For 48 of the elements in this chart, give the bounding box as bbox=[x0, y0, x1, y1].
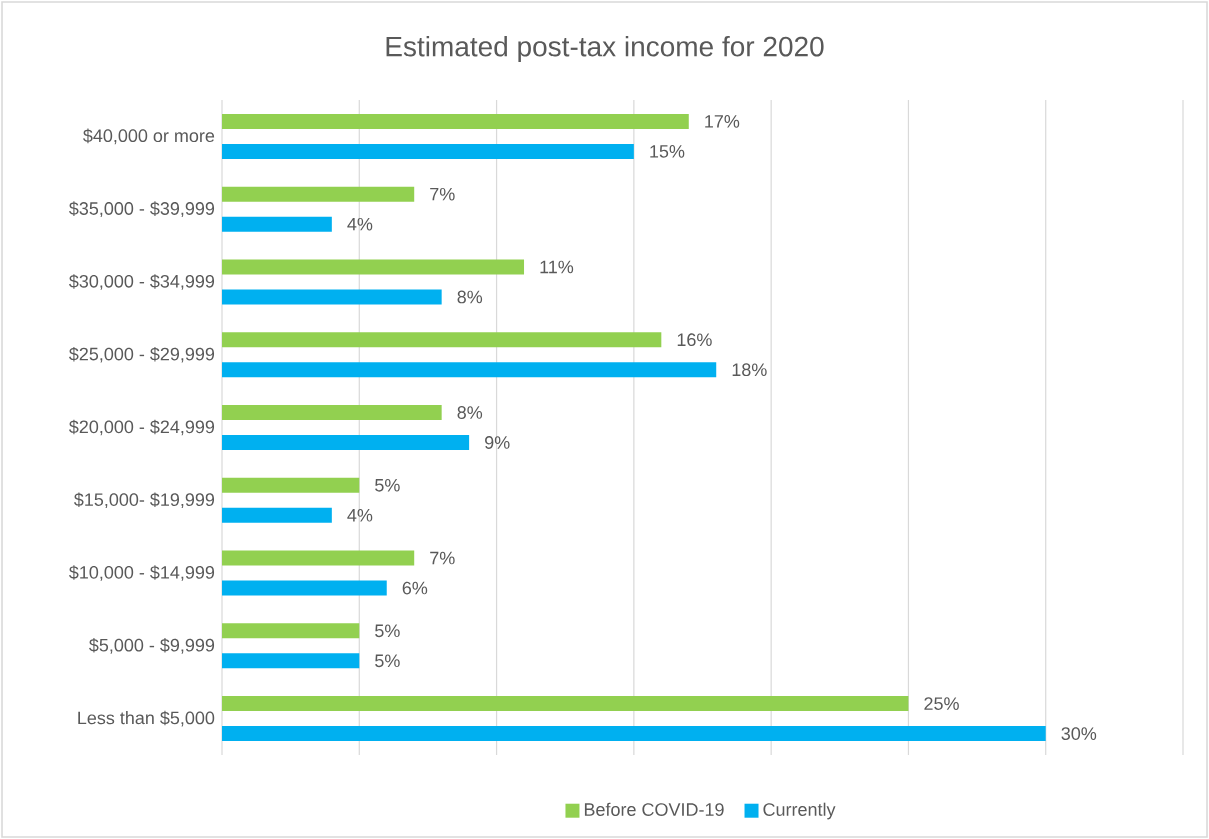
data-label: 7% bbox=[430, 187, 455, 201]
legend-label: Before COVID-19 bbox=[584, 802, 724, 816]
data-label: 30% bbox=[1061, 727, 1097, 740]
bar bbox=[222, 216, 332, 232]
data-label: 8% bbox=[457, 406, 483, 419]
data-label: 18% bbox=[732, 363, 767, 377]
bar bbox=[222, 580, 387, 596]
bar bbox=[222, 362, 717, 378]
data-label: 8% bbox=[457, 290, 483, 304]
bar bbox=[222, 259, 525, 275]
bar bbox=[222, 507, 332, 523]
bar bbox=[222, 550, 415, 566]
y-tick-label: $5,000 - $9,999 bbox=[89, 638, 215, 654]
y-tick-label: $20,000 - $24,999 bbox=[69, 419, 215, 436]
data-label: 25% bbox=[924, 697, 959, 710]
y-tick-label: Less than $5,000 bbox=[78, 710, 215, 727]
bar bbox=[222, 696, 909, 712]
bar bbox=[222, 726, 1046, 742]
data-label: 17% bbox=[705, 115, 740, 128]
y-tick-label: $10,000 - $14,999 bbox=[69, 565, 215, 581]
bar bbox=[222, 653, 360, 669]
bar bbox=[222, 405, 442, 420]
data-label: 11% bbox=[540, 260, 574, 274]
data-label: 5% bbox=[375, 478, 400, 492]
bar bbox=[222, 435, 470, 450]
bar bbox=[222, 477, 360, 493]
bar bbox=[222, 143, 634, 159]
bar bbox=[222, 623, 360, 639]
data-label: 7% bbox=[430, 551, 455, 565]
bar bbox=[222, 186, 415, 202]
legend-label: Currently bbox=[763, 802, 836, 820]
y-tick-label: $40,000 or more bbox=[83, 128, 215, 145]
data-label: 4% bbox=[347, 508, 373, 522]
y-tick-label: $25,000 - $29,999 bbox=[69, 346, 215, 363]
y-tick-label: $30,000 - $34,999 bbox=[69, 274, 215, 290]
data-label: 9% bbox=[485, 436, 510, 449]
data-label: 6% bbox=[402, 581, 428, 595]
data-label: 4% bbox=[347, 217, 373, 231]
data-label: 5% bbox=[375, 654, 400, 668]
y-tick-label: $15,000- $19,999 bbox=[74, 492, 215, 509]
bar bbox=[222, 289, 442, 305]
bar bbox=[222, 332, 662, 348]
data-label: 16% bbox=[677, 333, 712, 347]
data-label: 5% bbox=[375, 624, 400, 638]
data-label: 15% bbox=[650, 145, 685, 158]
chart-title: Estimated post-tax income for 2020 bbox=[386, 35, 824, 63]
bar bbox=[222, 113, 689, 129]
y-tick-label: $35,000 - $39,999 bbox=[69, 201, 215, 217]
